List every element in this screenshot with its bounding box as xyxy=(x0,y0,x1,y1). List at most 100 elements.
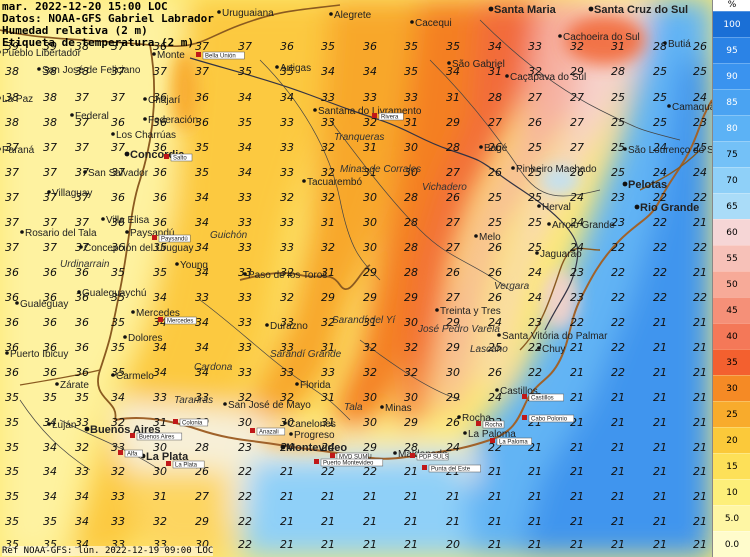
temperature-label: 24 xyxy=(570,241,584,254)
temperature-label: 31 xyxy=(446,91,460,104)
city-label: São Lourenço do Sul xyxy=(628,145,712,156)
temperature-label: 21 xyxy=(570,366,584,379)
station-marker[interactable] xyxy=(330,453,335,458)
city-marker xyxy=(535,251,539,255)
temperature-label: 27 xyxy=(488,116,502,129)
temperature-label: 32 xyxy=(321,316,335,329)
city-marker xyxy=(622,181,628,187)
map-lines xyxy=(0,4,712,471)
region-label: Lascano xyxy=(470,344,508,355)
temperature-label: 37 xyxy=(111,91,125,104)
temperature-label: 22 xyxy=(238,538,252,551)
temperature-label: 21 xyxy=(321,515,335,528)
station-label: Paysandú xyxy=(161,237,188,243)
station-marker[interactable] xyxy=(158,317,163,322)
station-marker[interactable] xyxy=(314,459,319,464)
temperature-label: 21 xyxy=(653,316,667,329)
temperature-label: 37 xyxy=(75,216,89,229)
temperature-label: 21 xyxy=(363,538,377,551)
temperature-label: 33 xyxy=(238,316,252,329)
station-marker[interactable] xyxy=(422,465,427,470)
temperature-label: 36 xyxy=(153,191,167,204)
temperature-label: 26 xyxy=(488,366,502,379)
temperature-label: 32 xyxy=(321,166,335,179)
station-marker[interactable] xyxy=(152,235,157,240)
station-marker[interactable] xyxy=(164,154,169,159)
temperature-label: 33 xyxy=(280,216,294,229)
temperature-label: 34 xyxy=(43,441,57,454)
temperature-label: 35 xyxy=(321,40,335,53)
temperature-label: 33 xyxy=(75,465,89,478)
city-marker xyxy=(558,34,562,38)
temperature-label: 36 xyxy=(75,366,89,379)
temperature-label: 23 xyxy=(570,266,584,279)
temperature-label: 32 xyxy=(528,65,542,78)
temperature-label: 21 xyxy=(570,465,584,478)
station-marker[interactable] xyxy=(130,433,135,438)
legend-level: 25 xyxy=(713,401,750,427)
temperature-label: 21 xyxy=(321,538,335,551)
legend-level: 5.0 xyxy=(713,505,750,531)
station-marker[interactable] xyxy=(410,453,415,458)
temperature-label: 21 xyxy=(653,416,667,429)
temperature-label: 37 xyxy=(75,166,89,179)
station-marker[interactable] xyxy=(476,421,481,426)
city-marker xyxy=(5,351,9,355)
station-marker[interactable] xyxy=(522,394,527,399)
station-marker[interactable] xyxy=(196,52,201,57)
region-label: Tranqueras xyxy=(334,132,384,143)
station-marker[interactable] xyxy=(522,415,527,420)
temperature-label: 36 xyxy=(43,266,57,279)
temperature-label: 36 xyxy=(43,291,57,304)
temperature-label: 27 xyxy=(446,241,460,254)
city-label: Gualeguay xyxy=(20,299,68,310)
temperature-label: 33 xyxy=(404,91,418,104)
temperature-label: 21 xyxy=(611,490,625,503)
city-label: Minas xyxy=(385,403,412,414)
station-marker[interactable] xyxy=(173,419,178,424)
station-label-box xyxy=(528,393,564,402)
legend-level: 80 xyxy=(713,115,750,141)
city-marker xyxy=(15,301,19,305)
temperature-label: 21 xyxy=(611,441,625,454)
temperature-label: 21 xyxy=(280,490,294,503)
temperature-label: 21 xyxy=(653,366,667,379)
city-marker xyxy=(505,74,509,78)
station-marker[interactable] xyxy=(372,113,377,118)
temperature-label: 37 xyxy=(75,91,89,104)
temperature-label: 30 xyxy=(280,416,294,429)
station-marker[interactable] xyxy=(118,450,123,455)
temperature-label: 22 xyxy=(653,266,667,279)
city-label: Puerto Ibicuy xyxy=(10,349,68,360)
temperature-label: 35 xyxy=(111,291,125,304)
station-marker[interactable] xyxy=(166,461,171,466)
temperature-label: 37 xyxy=(111,166,125,179)
city-marker xyxy=(537,204,541,208)
region-label: Guichón xyxy=(210,230,248,241)
temperature-label: 37 xyxy=(75,141,89,154)
temperature-label: 28 xyxy=(611,65,625,78)
city-label: Tacuarembó xyxy=(307,177,362,188)
temperature-label: 33 xyxy=(280,166,294,179)
temperature-label: 35 xyxy=(43,391,57,404)
temperature-label: 34 xyxy=(195,216,209,229)
temperature-label: 35 xyxy=(5,490,19,503)
station-marker[interactable] xyxy=(490,438,495,443)
temperature-label: 29 xyxy=(446,116,460,129)
station-label: Salto xyxy=(173,156,187,162)
temperature-label: 38 xyxy=(5,116,19,129)
temperature-label: 38 xyxy=(75,40,89,53)
city-label: Montevideo xyxy=(286,442,347,454)
temperature-label: 37 xyxy=(195,65,209,78)
temperature-label: 30 xyxy=(363,216,377,229)
station-marker[interactable] xyxy=(250,428,255,433)
relative-humidity-map[interactable]: 39 39 38 37 36 37 37 36 35 36 35 35 34 33 32 31 28 26 38 38… xyxy=(0,0,712,557)
temperature-label: 33 xyxy=(321,366,335,379)
station-label: Mercedes xyxy=(167,319,193,325)
temperature-label: 37 xyxy=(238,40,252,53)
temperature-label: 25 xyxy=(488,216,502,229)
city-label: Villaguay xyxy=(52,188,92,199)
temperature-label: 33 xyxy=(363,91,377,104)
temperature-label: 21 xyxy=(488,515,502,528)
temperature-label: 33 xyxy=(238,341,252,354)
